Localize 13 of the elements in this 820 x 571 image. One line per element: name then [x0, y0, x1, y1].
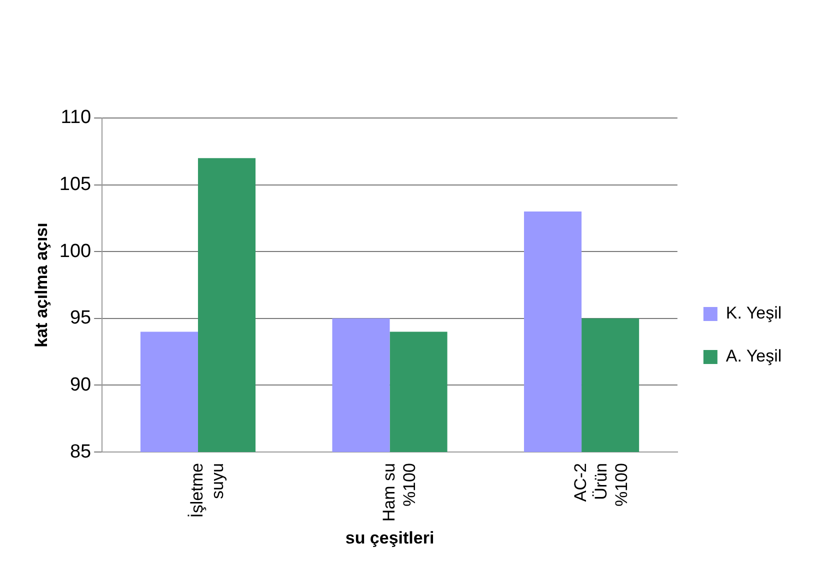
x-axis-title: su çeşitleri — [345, 528, 434, 548]
legend-label: A. Yeşil — [726, 346, 782, 366]
y-tick-label: 110 — [60, 107, 92, 128]
y-tick-label: 100 — [59, 240, 92, 262]
y-tick-label: 105 — [59, 174, 92, 196]
x-tick-label: Ham su %100 — [379, 463, 419, 522]
y-axis-title: kat açılma açısı — [32, 222, 51, 348]
x-tick-label: İşletme suyu — [188, 463, 228, 518]
x-tick-label: AC-2 Ürün %100 — [571, 463, 632, 507]
y-tick-label: 90 — [70, 374, 92, 396]
legend-label: K. Yeşil — [726, 304, 782, 323]
y-tick-label: 95 — [70, 308, 92, 329]
y-tick-label: 85 — [70, 441, 92, 462]
